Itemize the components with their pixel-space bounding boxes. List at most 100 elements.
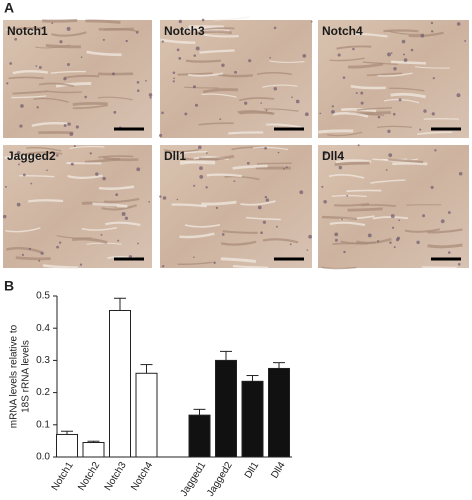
nucleus	[390, 52, 393, 54]
nucleus	[334, 232, 339, 237]
fiber	[199, 27, 235, 32]
fiber	[347, 207, 383, 212]
nucleus	[244, 101, 248, 105]
nucleus	[334, 238, 338, 242]
nucleus	[162, 196, 167, 200]
x-tick-label: Notch4	[129, 460, 155, 493]
nucleus	[331, 105, 334, 108]
nucleus	[173, 77, 175, 80]
fiber	[232, 265, 268, 269]
nucleus	[393, 246, 396, 249]
fiber	[329, 221, 366, 227]
panel-label: Notch3	[164, 24, 205, 38]
x-tick-label: Notch1	[50, 460, 76, 493]
fiber	[46, 90, 82, 94]
nucleus	[136, 81, 140, 84]
panel-label: Dll4	[322, 149, 344, 163]
fiber	[196, 30, 232, 35]
fiber	[390, 92, 426, 99]
nucleus	[6, 82, 9, 85]
fiber	[414, 66, 451, 69]
fiber	[327, 131, 363, 137]
fiber	[332, 111, 369, 118]
nucleus	[28, 247, 32, 250]
nucleus	[410, 48, 414, 52]
fiber	[92, 202, 128, 208]
nucleus	[192, 85, 196, 89]
nucleus	[331, 110, 335, 114]
nucleus	[148, 200, 151, 203]
fiber	[356, 107, 392, 111]
fiber	[86, 50, 122, 57]
fiber	[203, 33, 239, 38]
fiber	[5, 29, 41, 33]
panel-label: Notch1	[7, 24, 48, 38]
fiber	[163, 148, 200, 153]
nucleus	[40, 251, 44, 255]
nucleus	[341, 218, 343, 221]
fiber	[69, 145, 105, 150]
fiber	[329, 57, 365, 62]
nucleus	[136, 89, 140, 92]
nucleus	[352, 47, 355, 51]
bar	[109, 309, 131, 458]
nucleus	[161, 265, 165, 268]
fiber	[220, 257, 257, 263]
panel-label: Jagged2	[7, 149, 56, 163]
y-tick-label: 0.1	[36, 419, 50, 430]
bar	[188, 414, 211, 458]
tissue-image: Notch4	[318, 20, 469, 138]
nucleus	[343, 250, 346, 254]
nucleus	[260, 231, 263, 235]
nucleus	[21, 253, 25, 256]
fiber	[350, 85, 386, 90]
fiber	[427, 228, 463, 234]
fiber	[228, 131, 264, 135]
nucleus	[392, 112, 396, 116]
nucleus	[30, 182, 33, 185]
fiber	[206, 173, 242, 178]
fiber	[256, 162, 292, 165]
nucleus	[260, 102, 263, 104]
nucleus	[95, 172, 99, 176]
nucleus	[346, 194, 349, 197]
fiber	[346, 189, 382, 193]
fiber	[383, 29, 419, 33]
fiber	[104, 197, 140, 203]
nucleus	[193, 256, 195, 258]
nucleus	[367, 233, 372, 238]
nucleus	[213, 261, 216, 265]
nucleus	[205, 186, 208, 189]
fiber	[376, 125, 413, 128]
nucleus	[395, 237, 400, 242]
nucleus	[377, 115, 381, 119]
nucleus	[432, 77, 435, 80]
nucleus	[391, 226, 395, 229]
image-background	[3, 20, 152, 138]
fiber	[26, 147, 62, 152]
fiber	[11, 95, 47, 99]
nucleus	[2, 214, 7, 219]
bar	[56, 433, 78, 458]
nucleus	[149, 96, 152, 99]
fiber	[201, 200, 237, 206]
nucleus	[4, 185, 7, 188]
nucleus	[273, 26, 277, 30]
nucleus	[277, 151, 280, 154]
nucleus	[401, 39, 406, 44]
nucleus	[36, 106, 39, 109]
fiber	[184, 223, 221, 228]
fiber	[318, 129, 354, 134]
fiber	[55, 81, 92, 88]
nucleus	[447, 251, 451, 254]
fiber	[372, 216, 409, 220]
fiber	[408, 31, 444, 38]
x-tick-label: Notch2	[76, 460, 102, 493]
fiber	[222, 230, 258, 234]
nucleus	[398, 98, 402, 102]
fiber	[4, 155, 40, 161]
x-tick-label: Notch3	[103, 460, 129, 493]
fiber	[370, 179, 406, 184]
nucleus	[46, 169, 48, 172]
fiber	[269, 60, 305, 63]
